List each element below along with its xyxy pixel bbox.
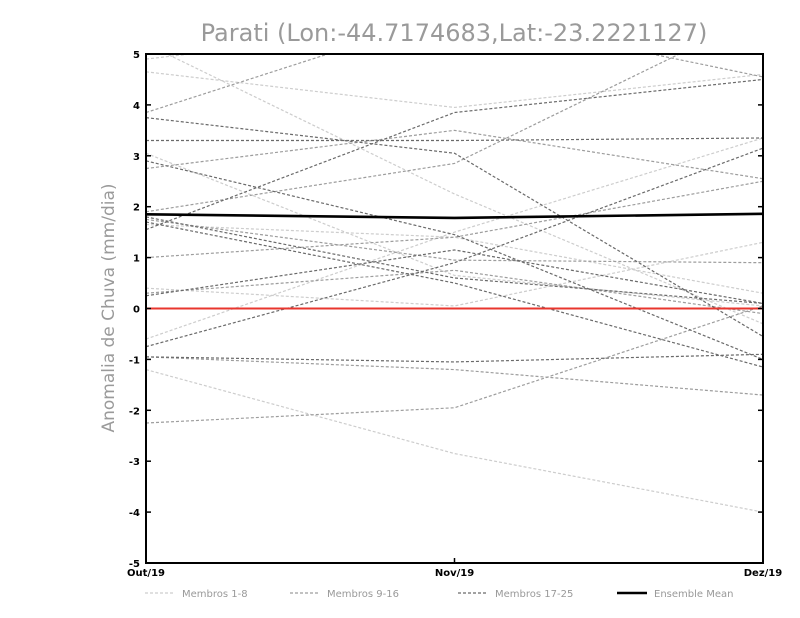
legend: Membros 1-8 Membros 9-16 Membros 17-25 Ense… — [145, 589, 733, 600]
member-series-line — [146, 78, 763, 231]
member-series-line — [146, 305, 763, 424]
member-series-line — [146, 369, 763, 513]
member-series-line — [146, 221, 763, 368]
y-tick-label: 0 — [133, 305, 140, 316]
member-series-line — [146, 147, 763, 348]
y-tick-label: -4 — [129, 508, 140, 519]
member-series-line — [146, 216, 763, 305]
y-tick-label: 4 — [133, 101, 140, 112]
y-tick-label: 3 — [133, 152, 140, 163]
member-series-line — [146, 249, 763, 305]
member-series-line — [146, 54, 681, 213]
member-series-line — [146, 152, 763, 307]
series-layer — [146, 54, 763, 513]
x-tick-label: Out/19 — [127, 568, 165, 579]
member-series-line — [146, 117, 763, 338]
ensemble-mean-line — [146, 212, 763, 220]
member-series-line — [146, 71, 763, 109]
member-series-line — [146, 137, 763, 340]
y-axis-label: Anomalia de Chuva (mm/dia) — [99, 183, 119, 432]
y-tick-label: -3 — [129, 457, 140, 468]
member-series-line — [146, 160, 763, 360]
legend-label: Ensemble Mean — [654, 589, 733, 600]
member-series-line — [146, 180, 763, 259]
member-series-line — [146, 353, 763, 363]
x-tick-label: Dez/19 — [744, 568, 783, 579]
member-series-line — [146, 137, 763, 142]
mean-layer — [146, 212, 763, 220]
y-tick-label: -2 — [129, 406, 140, 417]
member-series-line — [165, 54, 763, 325]
member-series-line — [146, 356, 763, 396]
y-tick-label: 5 — [133, 50, 140, 61]
x-tick-label: Nov/19 — [435, 568, 474, 579]
member-series-line — [146, 269, 763, 315]
legend-label: Membros 17-25 — [495, 589, 573, 600]
chart-title: Parati (Lon:-44.7174683,Lat:-23.2221127) — [201, 19, 708, 47]
legend-label: Membros 9-16 — [327, 589, 399, 600]
y-tick-label: -1 — [129, 355, 140, 366]
y-tick-label: 2 — [133, 203, 140, 214]
member-series-line — [146, 223, 763, 294]
y-tick-label: 1 — [133, 254, 140, 265]
y-tick-label: -5 — [129, 559, 140, 570]
member-series-line — [146, 129, 763, 180]
member-series-line — [146, 218, 763, 264]
legend-label: Membros 1-8 — [182, 589, 248, 600]
